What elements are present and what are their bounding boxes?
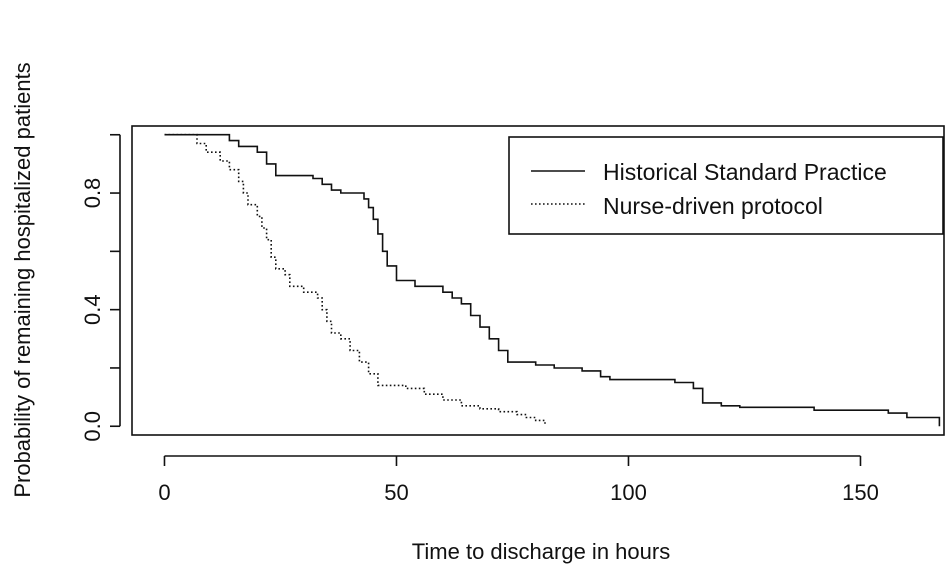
legend-label-historical: Historical Standard Practice (603, 159, 887, 185)
y-tick-label: 0.4 (80, 294, 105, 325)
x-tick-label: 150 (842, 480, 879, 505)
series-layer (164, 133, 941, 427)
x-tick-label: 50 (384, 480, 408, 505)
x-tick-label: 0 (158, 480, 170, 505)
y-axis: 0.0 0.4 0.8 (80, 133, 121, 442)
legend-box (508, 136, 944, 235)
legend: Historical Standard Practice Nurse-drive… (508, 136, 944, 235)
legend-label-nurse: Nurse-driven protocol (603, 193, 823, 219)
y-tick-label: 0.0 (80, 411, 105, 442)
series-line-historical-standard-practice (164, 133, 941, 427)
x-axis-title: Time to discharge in hours (412, 539, 670, 564)
y-tick-label: 0.8 (80, 178, 105, 209)
x-axis: 0 50 100 150 (158, 455, 879, 505)
series-line-nurse-driven-protocol (164, 133, 546, 427)
plot-frame (131, 125, 945, 436)
y-axis-title: Probability of remaining hospitalized pa… (10, 62, 35, 497)
x-tick-label: 100 (610, 480, 647, 505)
